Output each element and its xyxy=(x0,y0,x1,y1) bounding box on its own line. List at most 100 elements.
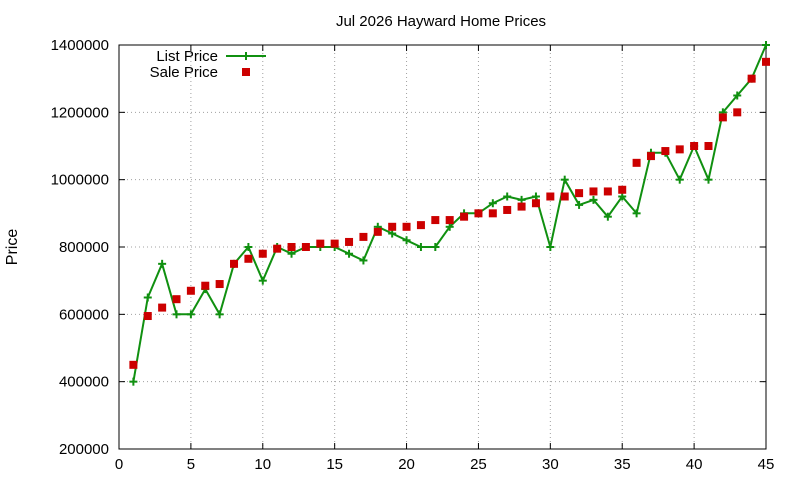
y-tick-label: 800000 xyxy=(59,239,109,256)
data-point xyxy=(359,256,368,265)
plot-frame xyxy=(118,44,767,450)
data-point xyxy=(258,276,267,285)
legend-label: Sale Price xyxy=(150,64,218,81)
data-point xyxy=(603,187,612,196)
data-point xyxy=(373,227,382,236)
axis-ticks: 0 5 10 15 20 25 30 35 40 45 200000 400000 600000 8000… xyxy=(51,37,775,473)
data-point xyxy=(704,142,713,150)
data-point xyxy=(273,244,282,253)
data-point xyxy=(618,192,627,201)
data-point xyxy=(345,249,354,258)
data-point xyxy=(531,199,540,208)
data-point xyxy=(287,243,296,251)
data-point xyxy=(618,185,627,194)
data-point xyxy=(416,243,425,251)
y-tick-label: 1200000 xyxy=(51,104,109,121)
data-point xyxy=(287,249,296,258)
data-point xyxy=(143,293,152,302)
x-tick-label: 10 xyxy=(254,456,271,473)
data-point xyxy=(531,192,540,201)
data-point xyxy=(445,216,454,225)
data-point xyxy=(762,57,770,66)
chart-title: Jul 2026 Hayward Home Prices xyxy=(336,13,546,30)
data-point xyxy=(215,310,224,319)
x-tick-label: 15 xyxy=(326,456,343,473)
data-point xyxy=(575,189,584,198)
data-point xyxy=(359,232,368,241)
data-point xyxy=(230,259,239,268)
data-point xyxy=(747,74,756,83)
data-point xyxy=(201,281,210,290)
series-layer xyxy=(129,41,770,386)
x-tick-label: 45 xyxy=(758,456,775,473)
data-point xyxy=(186,310,195,319)
y-axis-label: Price xyxy=(4,229,21,266)
data-point xyxy=(301,243,310,251)
y-tick-label: 1400000 xyxy=(51,37,109,54)
y-tick-label: 600000 xyxy=(59,306,109,323)
data-point xyxy=(517,195,526,204)
data-point xyxy=(589,195,598,204)
data-point xyxy=(129,377,138,386)
y-tick-label: 400000 xyxy=(59,374,109,391)
data-point xyxy=(646,152,655,161)
data-point xyxy=(632,209,641,218)
data-point xyxy=(316,239,325,248)
data-point xyxy=(402,236,411,245)
data-point xyxy=(402,222,411,231)
data-point xyxy=(158,303,167,312)
x-tick-label: 0 xyxy=(115,456,123,473)
data-point xyxy=(733,108,742,117)
data-point xyxy=(460,212,469,221)
data-point xyxy=(517,202,526,211)
data-point xyxy=(258,249,267,258)
data-point xyxy=(675,145,684,154)
data-point xyxy=(345,237,354,246)
data-point xyxy=(632,158,641,167)
data-point xyxy=(445,222,454,231)
data-point xyxy=(186,286,195,295)
y-tick-label: 1000000 xyxy=(51,172,109,189)
data-point xyxy=(416,221,425,230)
data-point xyxy=(129,360,138,369)
legend-marker xyxy=(242,52,250,60)
data-point xyxy=(718,113,727,122)
data-point xyxy=(488,199,497,208)
data-point xyxy=(690,142,699,150)
data-point xyxy=(603,212,612,221)
data-point xyxy=(215,280,224,289)
data-point xyxy=(704,175,713,184)
data-point xyxy=(661,147,670,156)
series-list-price xyxy=(129,41,770,386)
data-point xyxy=(172,310,181,319)
data-point xyxy=(172,295,181,304)
data-point xyxy=(546,192,555,201)
data-point xyxy=(431,243,440,251)
grid xyxy=(119,45,766,449)
data-point xyxy=(560,175,569,184)
data-point xyxy=(733,91,742,100)
series-line xyxy=(132,44,767,382)
x-tick-label: 5 xyxy=(187,456,195,473)
x-tick-label: 40 xyxy=(686,456,703,473)
data-point xyxy=(388,229,397,238)
data-point xyxy=(488,209,497,218)
data-point xyxy=(503,192,512,201)
data-point xyxy=(575,200,584,209)
x-tick-label: 30 xyxy=(542,456,559,473)
data-point xyxy=(589,187,598,196)
data-point xyxy=(675,175,684,184)
y-tick-label: 200000 xyxy=(59,441,109,458)
data-point xyxy=(474,209,483,218)
data-point xyxy=(546,243,555,251)
x-tick-label: 25 xyxy=(470,456,487,473)
series-sale-price xyxy=(129,57,770,369)
data-point xyxy=(388,222,397,231)
data-point xyxy=(560,192,569,201)
data-point xyxy=(762,41,770,49)
data-point xyxy=(158,259,167,268)
legend-marker xyxy=(242,68,250,76)
data-point xyxy=(330,239,339,248)
